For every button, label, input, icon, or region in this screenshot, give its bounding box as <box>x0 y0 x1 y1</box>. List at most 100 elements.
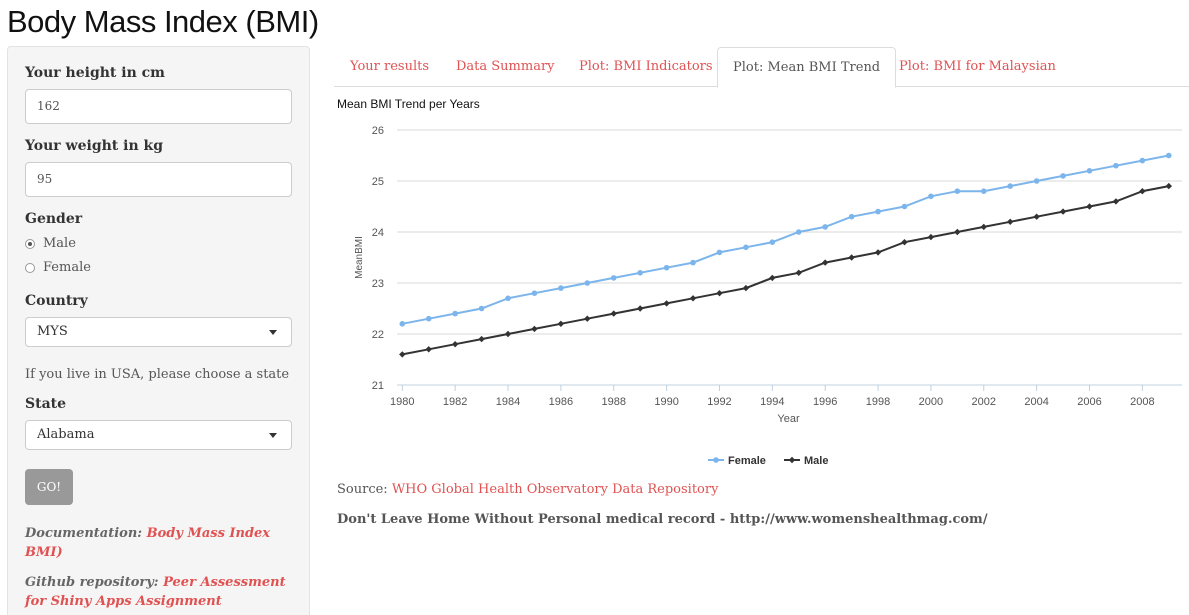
tab-plot-mean-bmi-trend[interactable]: Plot: Mean BMI Trend <box>717 47 897 88</box>
tab-plot-bmi-indicators[interactable]: Plot: BMI Indicators <box>579 59 713 74</box>
data-point-male <box>689 295 697 302</box>
data-point-female <box>1060 173 1066 179</box>
data-point-female <box>848 213 855 220</box>
data-point-male <box>584 315 591 322</box>
data-point-male <box>663 300 670 307</box>
height-input[interactable]: 162 <box>25 89 292 124</box>
y-tick-label: 26 <box>372 125 384 137</box>
y-tick-label: 22 <box>372 329 384 341</box>
data-point-male <box>901 239 908 246</box>
data-point-female <box>690 259 696 266</box>
github-link[interactable]: Peer Assessment for Shiny Apps Assignmen… <box>25 575 286 609</box>
tab-bar: Your results Data Summary Plot: BMI Indi… <box>334 47 1189 88</box>
data-point-male <box>610 310 617 317</box>
source-line: Source: WHO Global Health Observatory Da… <box>337 482 718 497</box>
data-point-female <box>875 208 881 215</box>
data-point-female <box>795 229 802 235</box>
data-point-female <box>1033 178 1040 184</box>
data-point-female <box>663 264 670 271</box>
x-axis-label: Year <box>777 413 800 425</box>
x-tick-label: 1990 <box>654 396 678 408</box>
chart-svg: 21 22 23 24 25 26 1980 1982 1984 1986 1988 1990 1992… <box>354 125 1182 467</box>
radio-label-male: Male <box>43 236 76 251</box>
data-point-female <box>1086 168 1093 174</box>
data-point-male <box>1033 213 1040 220</box>
data-point-female <box>928 193 934 200</box>
data-point-male <box>769 274 776 282</box>
data-point-female <box>980 188 987 194</box>
x-tick-label: 1994 <box>760 396 784 408</box>
y-axis-label: MeanBMI <box>354 236 365 279</box>
series-line-male <box>402 185 1169 356</box>
data-point-female <box>478 305 485 312</box>
data-point-female <box>954 188 961 194</box>
x-tick-label: 1992 <box>707 396 731 408</box>
tab-data-summary[interactable]: Data Summary <box>456 59 555 74</box>
go-button[interactable]: GO! <box>25 469 73 505</box>
data-point-female <box>716 249 723 256</box>
country-select-value: MYS <box>37 324 68 339</box>
x-tick-label: 2002 <box>972 396 996 408</box>
data-point-male <box>1006 218 1014 225</box>
series-line-female <box>402 154 1169 325</box>
data-point-male <box>874 249 882 256</box>
data-point-male <box>1112 198 1120 205</box>
legend-label-female: Female <box>728 455 766 467</box>
documentation-prefix: Documentation: <box>25 526 147 541</box>
gender-label: Gender <box>25 211 83 227</box>
legend-marker-male <box>788 456 796 464</box>
y-tick-label: 21 <box>372 380 384 392</box>
chevron-down-icon <box>269 433 277 438</box>
data-point-male <box>1086 203 1093 210</box>
data-point-female <box>743 244 749 251</box>
data-point-male <box>636 305 644 312</box>
data-point-female <box>452 310 458 317</box>
y-tick-label: 25 <box>372 176 384 188</box>
data-point-female <box>637 270 643 276</box>
data-point-female <box>584 280 591 286</box>
weight-label: Your weight in kg <box>25 138 163 154</box>
mean-bmi-chart: Mean BMI Trend per Years 21 22 23 24 25 26 198… <box>334 94 1189 474</box>
state-select-value: Alabama <box>37 427 95 442</box>
app-title: Body Mass Index (BMI) <box>7 4 319 39</box>
quote-line: Don't Leave Home Without Personal medica… <box>337 512 988 527</box>
data-point-female <box>1113 162 1119 169</box>
radio-button-female[interactable] <box>25 262 35 273</box>
tab-plot-bmi-for-malaysian[interactable]: Plot: BMI for Malaysian <box>899 59 1056 74</box>
data-point-female <box>1007 183 1013 189</box>
x-tick-label: 1988 <box>601 396 625 408</box>
source-link[interactable]: WHO Global Health Observatory Data Repos… <box>391 482 719 497</box>
data-point-male <box>399 351 406 358</box>
x-tick-label: 1980 <box>390 396 414 408</box>
x-tick-label: 1986 <box>549 396 573 408</box>
documentation-link[interactable]: Body Mass Index BMI) <box>25 526 271 560</box>
country-select[interactable]: MYS <box>25 317 292 347</box>
radio-button-male[interactable] <box>25 238 35 249</box>
data-point-female <box>531 290 538 296</box>
data-point-male <box>1139 188 1146 195</box>
legend-marker-female <box>713 457 719 463</box>
data-point-male <box>795 269 802 276</box>
x-tick-label: 2006 <box>1077 396 1101 408</box>
height-label: Your height in cm <box>25 65 165 81</box>
gender-radio-female[interactable]: Female <box>25 260 91 275</box>
gender-radio-male[interactable]: Male <box>25 236 76 251</box>
state-select[interactable]: Alabama <box>25 420 292 450</box>
tab-your-results[interactable]: Your results <box>350 59 430 74</box>
legend-label-male: Male <box>804 455 828 467</box>
radio-label-female: Female <box>43 260 91 275</box>
data-point-male <box>531 325 538 333</box>
x-tick-label: 1982 <box>443 396 467 408</box>
data-point-male <box>954 228 961 236</box>
data-point-male <box>742 284 750 292</box>
data-point-female <box>558 285 564 291</box>
weight-input[interactable]: 95 <box>25 162 292 197</box>
data-point-female <box>901 203 908 210</box>
data-point-male <box>1165 182 1172 190</box>
chart-title: Mean BMI Trend per Years <box>337 97 480 111</box>
github-line: Github repository: Peer Assessment for S… <box>25 573 295 611</box>
y-tick-label: 23 <box>372 278 384 290</box>
data-point-female <box>505 295 511 302</box>
data-point-male <box>425 346 432 353</box>
data-point-male <box>927 233 935 241</box>
